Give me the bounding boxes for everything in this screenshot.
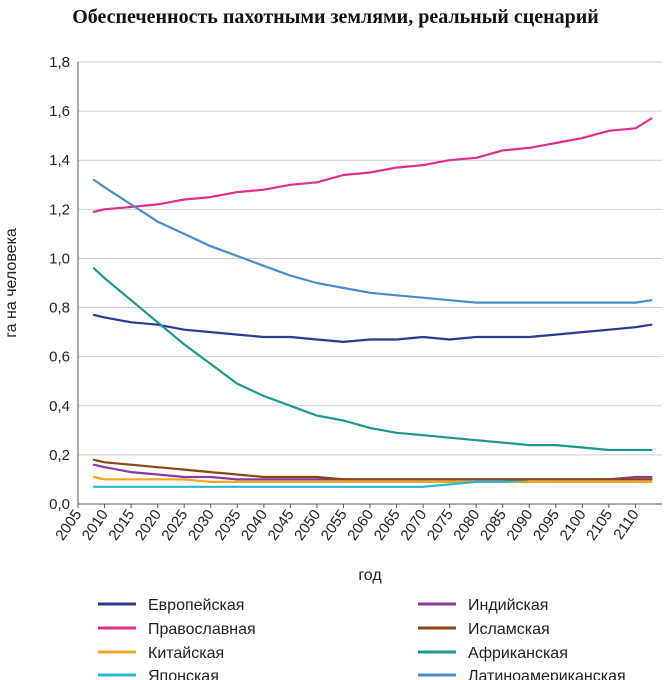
series-line xyxy=(92,463,653,481)
grid-lines xyxy=(78,61,662,456)
y-axis-label: га на человека xyxy=(3,228,20,338)
x-tick-labels: 2005201020152020202520302035204020452050… xyxy=(52,504,643,544)
y-tick-label: 0,0 xyxy=(49,496,70,513)
x-tick-label: 2025 xyxy=(158,507,191,544)
y-tick-label: 1,8 xyxy=(49,54,70,71)
legend-label: Латиноамериканская xyxy=(468,668,626,680)
legend: Европейская Православная Китайская Японская… xyxy=(98,597,626,680)
y-tick-labels: 0,0 0,2 0,4 0,6 0,8 1,0 1,2 1,4 1,6 1,8 xyxy=(49,54,70,513)
y-tick-label: 0,6 xyxy=(49,349,70,366)
series-line xyxy=(92,475,653,483)
x-axis-label: год xyxy=(358,567,382,584)
legend-label: Индийская xyxy=(468,597,548,614)
x-tick-label: 2015 xyxy=(105,507,138,544)
x-tick-label: 2030 xyxy=(185,507,218,544)
legend-label: Японская xyxy=(148,668,219,680)
series-lines xyxy=(92,117,653,488)
y-tick-label: 0,2 xyxy=(49,447,70,464)
y-tick-label: 1,6 xyxy=(49,103,70,120)
series-line xyxy=(92,313,653,343)
x-tick-label: 2055 xyxy=(318,507,351,544)
legend-label: Китайская xyxy=(148,645,224,662)
x-tick-label: 2045 xyxy=(265,507,298,544)
x-tick-label: 2065 xyxy=(371,507,404,544)
y-tick-label: 1,0 xyxy=(49,250,70,267)
x-tick-label: 2040 xyxy=(238,507,271,544)
series-line xyxy=(92,478,653,488)
x-tick-label: 2070 xyxy=(397,507,430,544)
series-line xyxy=(92,458,653,481)
y-tick-label: 1,4 xyxy=(49,152,70,169)
x-tick-label: 2010 xyxy=(79,507,112,544)
x-tick-label: 2060 xyxy=(344,507,377,544)
series-line xyxy=(92,267,653,452)
chart-title: Обеспеченность пахотными землями, реальн… xyxy=(72,6,599,28)
series-line xyxy=(92,117,653,213)
x-tick-label: 2075 xyxy=(424,507,457,544)
axes xyxy=(77,62,662,505)
y-tick-label: 1,2 xyxy=(49,201,70,218)
x-tick-label: 2020 xyxy=(132,507,165,544)
legend-label: Европейская xyxy=(148,597,244,614)
legend-label: Исламская xyxy=(468,621,550,638)
y-tick-label: 0,4 xyxy=(49,398,70,415)
x-tick-label: 2090 xyxy=(503,507,536,544)
x-tick-label: 2080 xyxy=(450,507,483,544)
x-tick-label: 2100 xyxy=(557,507,590,544)
x-tick-label: 2085 xyxy=(477,507,510,544)
x-tick-label: 2050 xyxy=(291,507,324,544)
legend-label: Православная xyxy=(148,621,256,638)
x-tick-label: 2035 xyxy=(211,507,244,544)
series-line xyxy=(92,178,653,304)
x-tick-label: 2110 xyxy=(610,507,642,543)
y-tick-label: 0,8 xyxy=(49,300,70,317)
legend-label: Африканская xyxy=(468,645,568,662)
x-tick-label: 2105 xyxy=(583,507,616,544)
x-tick-label: 2095 xyxy=(530,507,563,544)
